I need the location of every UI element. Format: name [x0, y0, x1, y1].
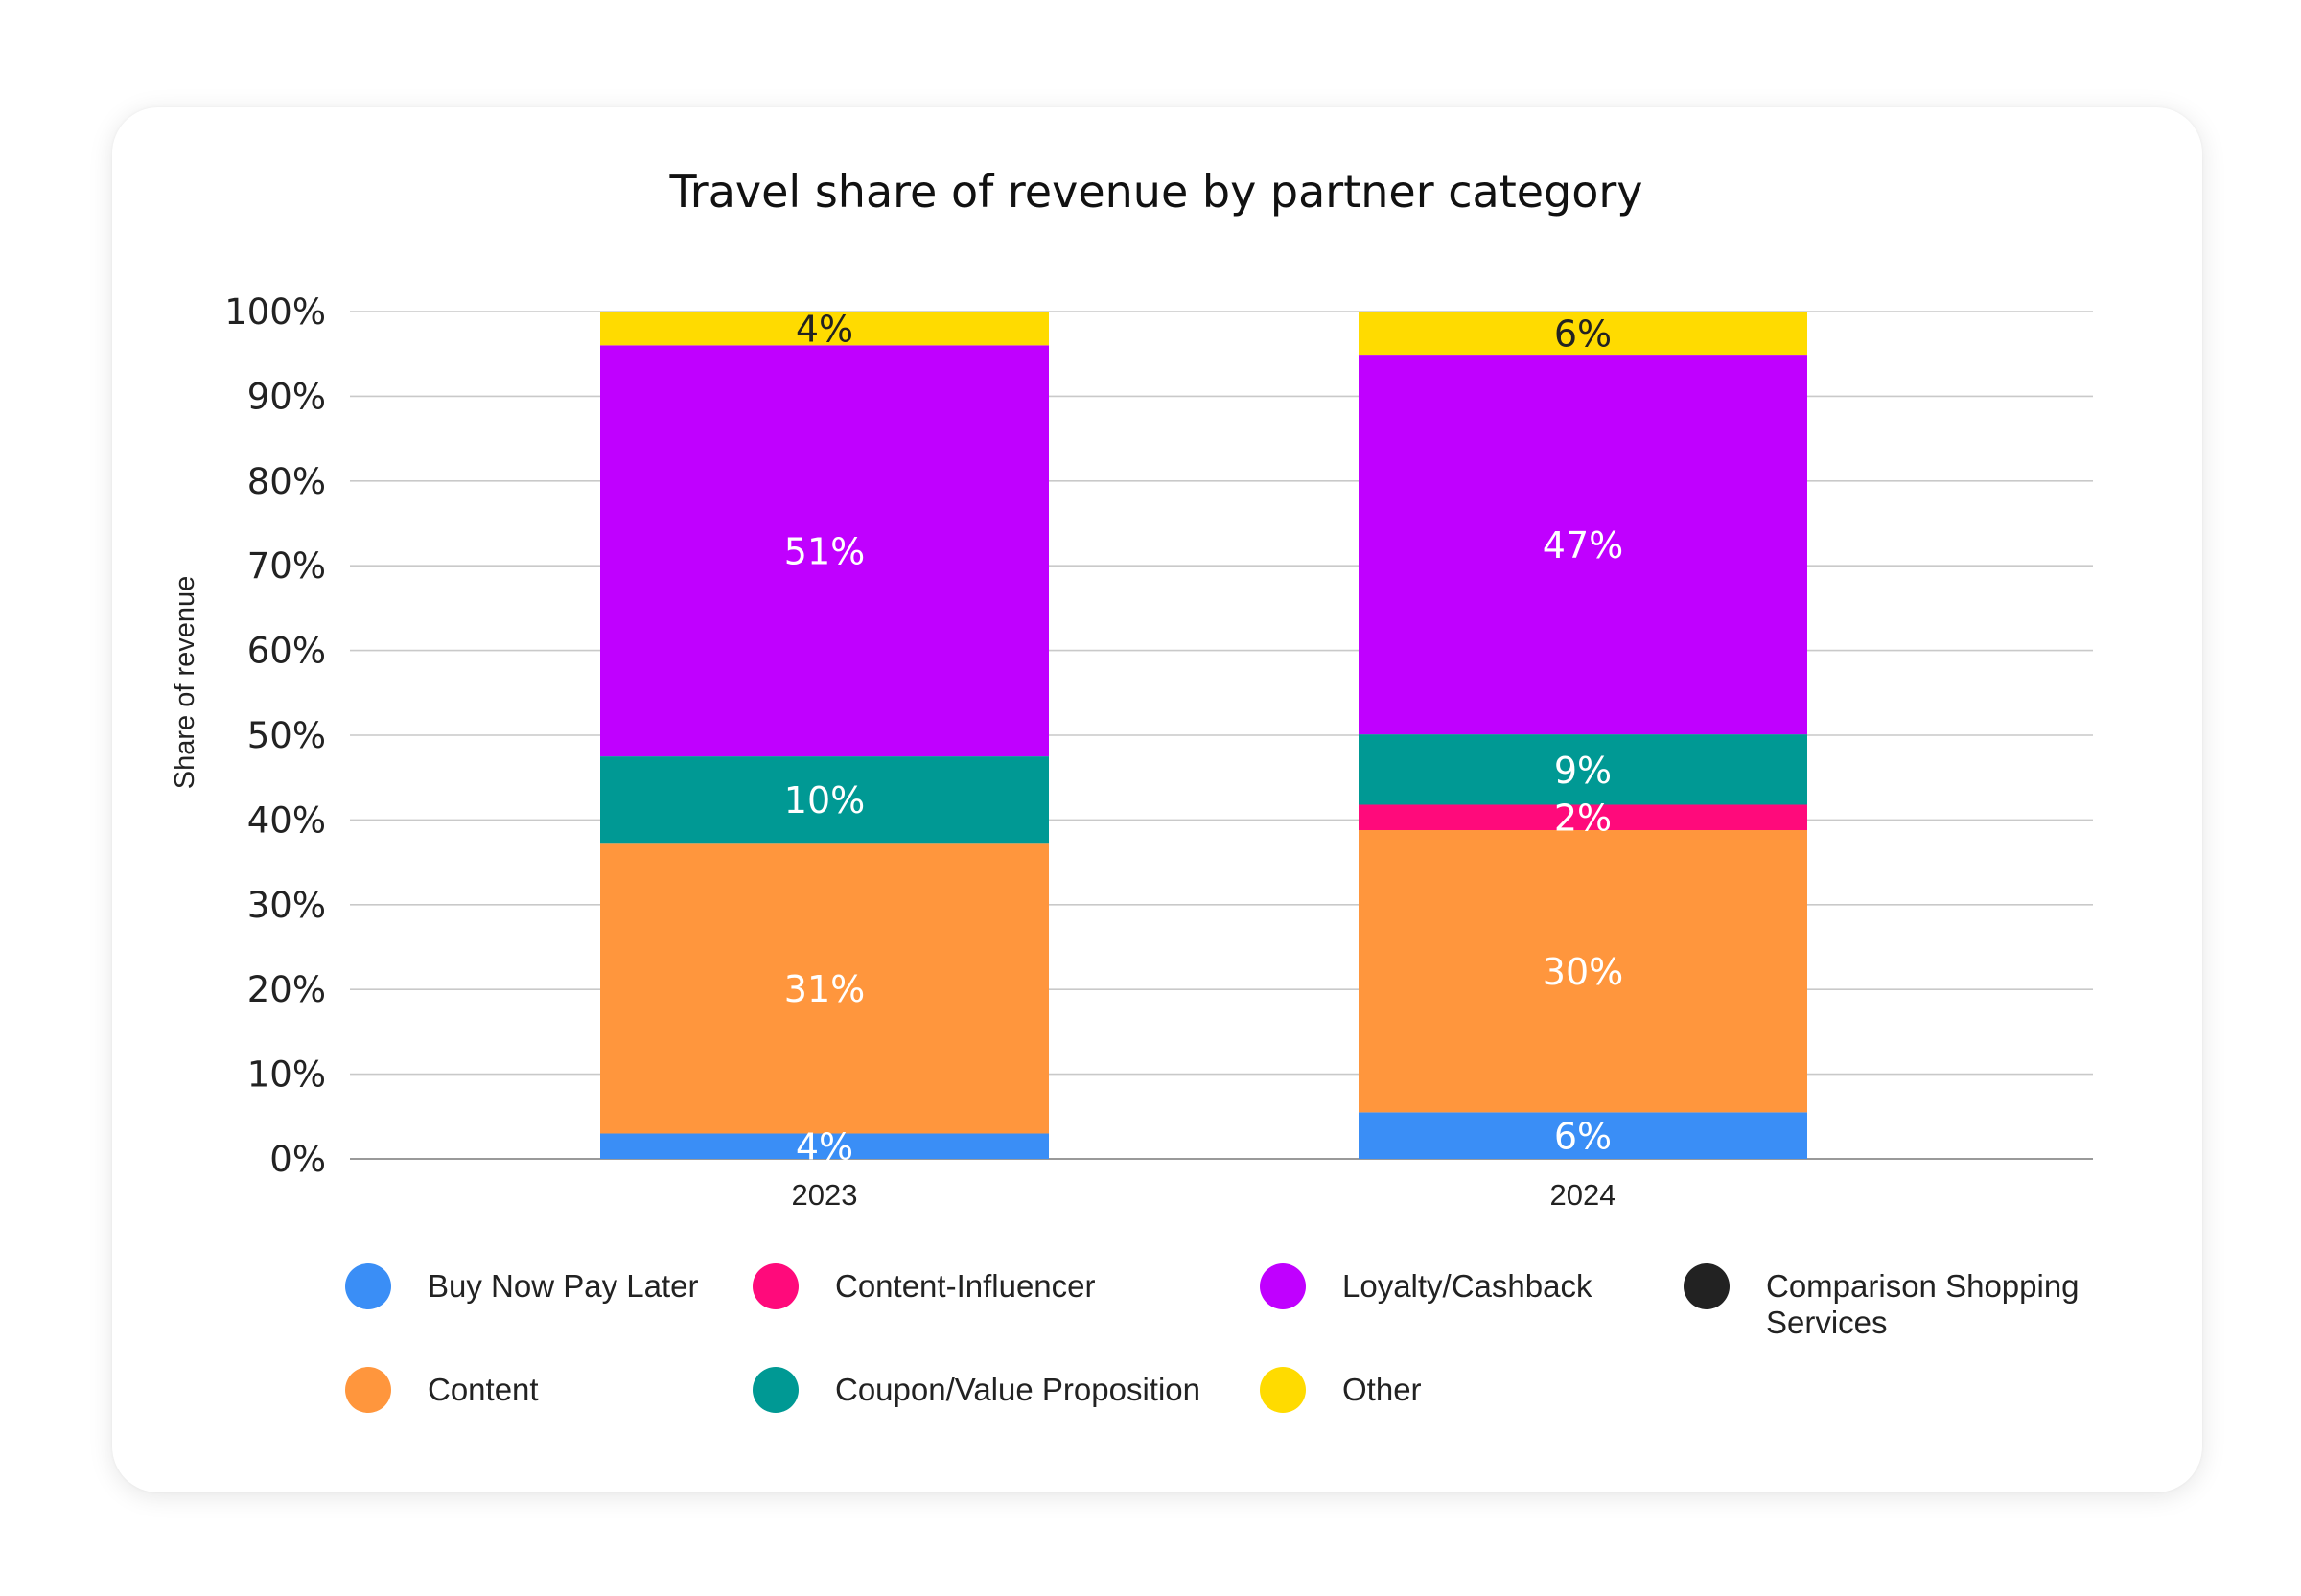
bar-segment-buy-now-pay-later-2024 — [1359, 1112, 1807, 1159]
chart-title: Travel share of revenue by partner categ… — [668, 166, 1642, 218]
x-axis-ticks: 2023 2024 — [792, 1178, 1616, 1212]
legend-marker — [345, 1263, 391, 1309]
y-tick-label: 40% — [247, 799, 326, 841]
y-tick-label: 20% — [247, 969, 326, 1010]
y-tick-label: 0% — [269, 1139, 326, 1180]
legend: Buy Now Pay Later Content-Influencer Loyal… — [345, 1263, 2080, 1413]
legend-marker — [1260, 1367, 1306, 1413]
legend-marker — [753, 1263, 799, 1309]
data-label-buy-now-pay-later-2024: 6% — [1554, 1116, 1612, 1158]
legend-marker — [1260, 1263, 1306, 1309]
legend-label: Content-Influencer — [835, 1268, 1096, 1304]
data-label-coupon-value-proposition-2023: 10% — [784, 779, 865, 821]
x-tick-label: 2024 — [1550, 1178, 1616, 1212]
data-label-loyalty-cashback-2023: 51% — [784, 531, 865, 573]
y-tick-label: 100% — [224, 291, 326, 333]
data-label-content-2024: 30% — [1543, 951, 1623, 993]
data-label-buy-now-pay-later-2023: 4% — [796, 1126, 853, 1168]
data-label-content-influencer-2024: 2% — [1554, 798, 1612, 840]
legend-item-other: Other — [1260, 1367, 1422, 1413]
data-label-other-2024: 6% — [1554, 313, 1612, 356]
legend-item-coupon-value-proposition: Coupon/Value Proposition — [753, 1367, 1200, 1413]
x-tick-label: 2023 — [792, 1178, 858, 1212]
legend-label: Buy Now Pay Later — [428, 1268, 698, 1304]
bar-segment-other-2023 — [600, 312, 1049, 346]
legend-item-loyalty-cashback: Loyalty/Cashback — [1260, 1263, 1592, 1309]
legend-label: Other — [1342, 1372, 1422, 1407]
data-label-loyalty-cashback-2024: 47% — [1543, 524, 1623, 567]
legend-label: Coupon/Value Proposition — [835, 1372, 1200, 1407]
data-label-other-2023: 4% — [796, 309, 853, 351]
bar-segment-content-influencer-2024 — [1359, 804, 1807, 831]
y-tick-label: 10% — [247, 1054, 326, 1096]
legend-label: Loyalty/Cashback — [1342, 1268, 1592, 1304]
data-label-coupon-value-proposition-2024: 9% — [1554, 750, 1612, 792]
bar-segment-content-2024 — [1359, 830, 1807, 1113]
legend-marker — [1684, 1263, 1730, 1309]
bar-segment-coupon-value-proposition-2023 — [600, 756, 1049, 844]
bar-segment-buy-now-pay-later-2023 — [600, 1133, 1049, 1159]
y-tick-label: 50% — [247, 715, 326, 756]
bar-segment-loyalty-cashback-2023 — [600, 345, 1049, 757]
y-tick-label: 90% — [247, 376, 326, 417]
bar-segment-coupon-value-proposition-2024 — [1359, 734, 1807, 805]
legend-label: Content — [428, 1372, 539, 1407]
legend-marker — [345, 1367, 391, 1413]
legend-marker — [753, 1367, 799, 1413]
legend-item-buy-now-pay-later: Buy Now Pay Later — [345, 1263, 698, 1309]
legend-item-content: Content — [345, 1367, 539, 1413]
legend-label: Comparison Shopping — [1766, 1268, 2080, 1304]
bars — [600, 312, 1807, 1159]
y-tick-label: 30% — [247, 885, 326, 926]
y-tick-label: 60% — [247, 631, 326, 672]
y-axis-ticks: 0% 10% 20% 30% 40% 50% 60% 70% 80% 90% 100% — [224, 291, 326, 1180]
legend-item-content-influencer: Content-Influencer — [753, 1263, 1096, 1309]
bar-segment-loyalty-cashback-2024 — [1359, 355, 1807, 735]
chart-card — [112, 107, 2202, 1492]
data-labels: 4% 31% 10% 51% 4% 6% 30% 2% 9% 47% 6% — [784, 309, 1623, 1168]
y-tick-label: 70% — [247, 545, 326, 587]
data-label-content-2023: 31% — [784, 968, 865, 1010]
bar-segment-content-2023 — [600, 843, 1049, 1134]
y-axis-title: Share of revenue — [170, 576, 200, 789]
y-tick-label: 80% — [247, 461, 326, 502]
bar-segment-other-2024 — [1359, 312, 1807, 356]
legend-label: Services — [1766, 1305, 1888, 1340]
